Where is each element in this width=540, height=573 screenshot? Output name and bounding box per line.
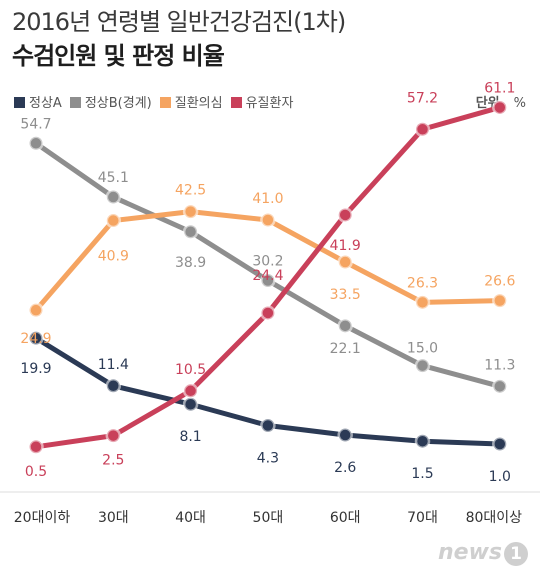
data-label: 24.9 [20, 331, 51, 347]
data-label: 4.3 [257, 451, 279, 467]
data-point [414, 357, 431, 374]
data-label: 1.0 [489, 469, 511, 485]
data-label: 15.0 [407, 341, 438, 357]
data-label: 42.5 [175, 183, 206, 199]
data-label: 41.0 [252, 191, 283, 207]
data-point [182, 383, 199, 399]
data-point [414, 433, 431, 449]
x-tick-label: 50대 [253, 510, 284, 526]
legend-swatch [230, 97, 242, 108]
data-point [182, 203, 199, 220]
data-label: 22.1 [330, 341, 361, 357]
data-point [28, 439, 44, 455]
legend-swatch [14, 97, 25, 108]
x-tick-label: 80대이상 [466, 510, 523, 526]
data-point [105, 378, 122, 394]
legend-swatch [69, 97, 81, 108]
x-tick-label: 70대 [407, 510, 438, 526]
data-point [105, 189, 122, 205]
data-point [260, 212, 276, 228]
data-point [492, 378, 508, 395]
data-point [337, 427, 353, 443]
data-label: 8.1 [179, 429, 201, 445]
data-label: 2.5 [102, 453, 124, 469]
data-point [492, 99, 508, 116]
unit-symbol: % [513, 96, 526, 111]
data-label: 38.9 [175, 255, 206, 271]
data-point [337, 318, 353, 334]
logo-text: news [437, 540, 502, 565]
data-point [260, 417, 276, 434]
data-label: 26.3 [407, 275, 438, 291]
data-point [182, 396, 199, 412]
legend: 정상A 정상B(경계) 질환의심 유질환자 [14, 92, 301, 111]
data-label: 30.2 [252, 253, 283, 269]
data-label: 11.4 [98, 357, 129, 373]
legend-label: 정상A [29, 96, 62, 111]
legend-label: 질환의심 [174, 96, 223, 111]
data-label: 0.5 [25, 464, 47, 480]
data-point [337, 254, 353, 270]
data-label: 61.1 [484, 80, 515, 96]
data-point [337, 207, 353, 223]
chart-title: 2016년 연령별 일반건강검진(1차) [12, 8, 346, 36]
legend-item: 유질환자 [230, 92, 294, 111]
legend-item: 정상A [14, 92, 62, 111]
chart-subtitle: 수검인원 및 판정 비율 [12, 42, 225, 70]
data-point [105, 427, 122, 444]
data-point [492, 292, 508, 309]
data-label: 11.3 [484, 357, 515, 373]
data-point [28, 302, 44, 318]
data-point [105, 212, 122, 229]
data-label: 40.9 [98, 249, 129, 265]
data-label: 54.7 [20, 116, 51, 132]
data-label: 57.2 [407, 90, 438, 106]
data-label: 1.5 [411, 466, 433, 482]
x-tick-label: 30대 [98, 510, 129, 526]
data-label: 45.1 [98, 170, 129, 186]
data-label: 24.4 [252, 268, 283, 284]
data-point [492, 436, 508, 452]
x-tick-label: 40대 [175, 510, 206, 526]
data-point [28, 330, 44, 346]
data-point [260, 305, 276, 321]
news1-logo: news 1 [438, 540, 528, 566]
data-label: 26.6 [484, 274, 515, 290]
data-point [28, 135, 44, 152]
legend-label: 정상B(경계) [84, 96, 152, 111]
data-label: 2.6 [334, 460, 356, 476]
data-point [260, 272, 276, 289]
x-tick-label: 20대이하 [14, 510, 71, 526]
logo-mark: 1 [504, 542, 528, 566]
legend-label: 유질환자 [245, 96, 294, 111]
data-point [414, 121, 431, 138]
legend-swatch [159, 97, 171, 108]
legend-item: 질환의심 [159, 92, 223, 111]
data-label: 33.5 [330, 287, 361, 303]
legend-item: 정상B(경계) [69, 92, 152, 111]
data-label: 19.9 [20, 361, 51, 377]
x-tick-label: 60대 [330, 510, 361, 526]
data-point [182, 224, 199, 240]
data-point [414, 294, 431, 311]
data-label: 41.9 [330, 238, 361, 254]
data-label: 10.5 [175, 362, 206, 378]
